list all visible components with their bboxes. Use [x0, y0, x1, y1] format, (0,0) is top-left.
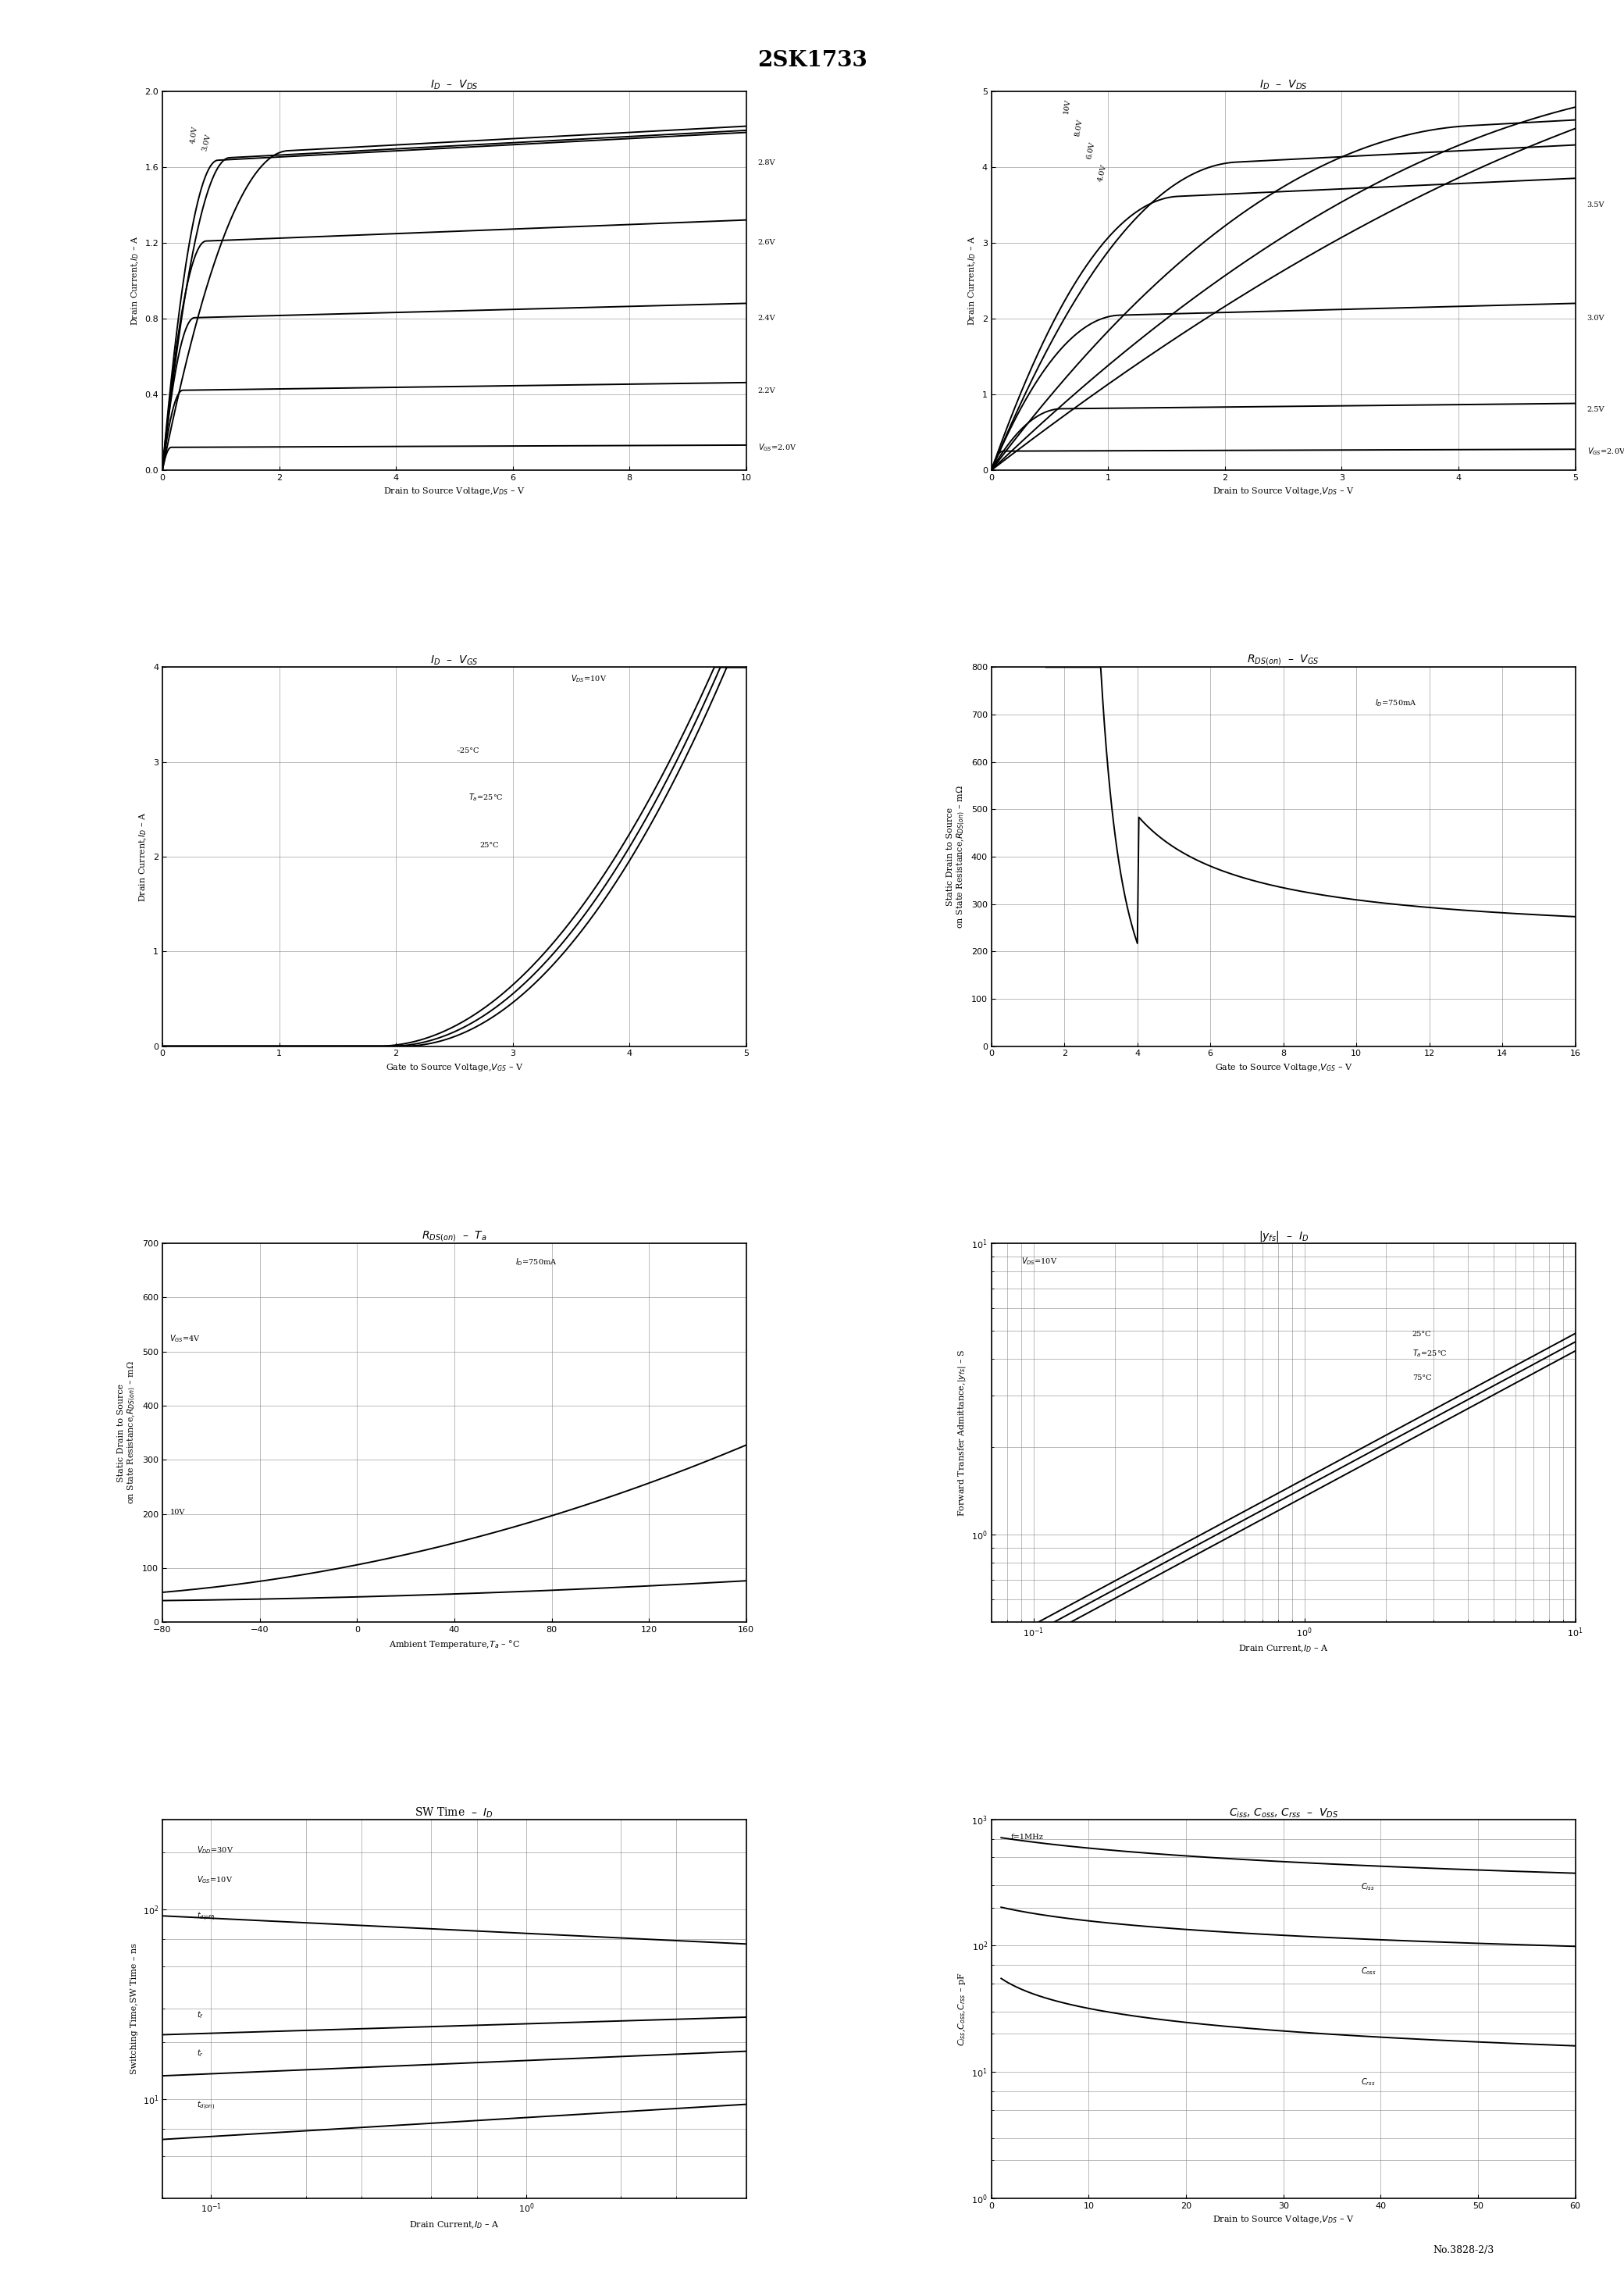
Text: 25°C: 25°C [481, 843, 499, 850]
Title: $C_{iss}$, $C_{oss}$, $C_{rss}$  –  $V_{DS}$: $C_{iss}$, $C_{oss}$, $C_{rss}$ – $V_{DS… [1229, 1806, 1338, 1820]
Text: $C_{iss}$: $C_{iss}$ [1361, 1882, 1376, 1893]
Y-axis label: Switching Time,SW Time – ns: Switching Time,SW Time – ns [130, 1943, 138, 2075]
Text: 25°C: 25°C [1413, 1330, 1431, 1337]
Text: $V_{GS}$=10V: $V_{GS}$=10V [197, 1875, 232, 1884]
Text: $T_a$=25°C: $T_a$=25°C [1413, 1349, 1447, 1360]
Text: $V_{GS}$=2.0V: $V_{GS}$=2.0V [1587, 446, 1624, 456]
Text: $C_{oss}$: $C_{oss}$ [1361, 1966, 1377, 1977]
Text: No.3828-2/3: No.3828-2/3 [1432, 2246, 1494, 2255]
Text: 2.6V: 2.6V [758, 239, 776, 246]
X-axis label: Gate to Source Voltage,$V_{GS}$ – V: Gate to Source Voltage,$V_{GS}$ – V [385, 1062, 523, 1073]
Title: $I_D$  –  $V_{GS}$: $I_D$ – $V_{GS}$ [430, 654, 479, 667]
Text: 3.0V: 3.0V [201, 132, 211, 153]
Text: $I_D$=750mA: $I_D$=750mA [1374, 697, 1416, 708]
Y-axis label: Forward Transfer Admittance,$|y_{fs}|$ – S: Forward Transfer Admittance,$|y_{fs}|$ –… [957, 1349, 968, 1517]
X-axis label: Gate to Source Voltage,$V_{GS}$ – V: Gate to Source Voltage,$V_{GS}$ – V [1215, 1062, 1353, 1073]
Title: SW Time  –  $I_D$: SW Time – $I_D$ [414, 1806, 494, 1820]
Text: $V_{GS}$=2.0V: $V_{GS}$=2.0V [758, 442, 796, 453]
X-axis label: Drain Current,$I_D$ – A: Drain Current,$I_D$ – A [409, 2219, 500, 2230]
Text: 2.4V: 2.4V [758, 314, 776, 321]
Text: $V_{DS}$=10V: $V_{DS}$=10V [1021, 1255, 1057, 1267]
Text: $t_r$: $t_r$ [197, 2048, 203, 2059]
Text: 2.8V: 2.8V [758, 159, 776, 166]
Text: 6.0V: 6.0V [1085, 141, 1096, 159]
Text: $t_f$: $t_f$ [197, 2009, 205, 2021]
Text: 8.0V: 8.0V [1073, 118, 1083, 137]
Title: $I_D$  –  $V_{DS}$: $I_D$ – $V_{DS}$ [1259, 77, 1307, 91]
Text: $V_{GS}$=4V: $V_{GS}$=4V [169, 1333, 201, 1344]
Title: $|y_{fs}|$  –  $I_D$: $|y_{fs}|$ – $I_D$ [1259, 1230, 1309, 1244]
Y-axis label: Static Drain to Source
on State Resistance,$R_{DS(on)}$ – mΩ: Static Drain to Source on State Resistan… [947, 786, 966, 929]
X-axis label: Ambient Temperature,$T_a$ – °C: Ambient Temperature,$T_a$ – °C [388, 1638, 520, 1649]
Text: 4.0V: 4.0V [190, 125, 200, 144]
Text: 2.5V: 2.5V [1587, 405, 1605, 412]
Text: $V_{DS}$=10V: $V_{DS}$=10V [572, 674, 607, 683]
Y-axis label: $C_{iss}$,$C_{oss}$,$C_{rss}$ – pF: $C_{iss}$,$C_{oss}$,$C_{rss}$ – pF [957, 1973, 968, 2046]
Text: 10V: 10V [1062, 98, 1072, 114]
Text: 3.0V: 3.0V [1587, 314, 1605, 321]
Y-axis label: Drain Current,$I_D$ – A: Drain Current,$I_D$ – A [130, 235, 140, 326]
Title: $I_D$  –  $V_{DS}$: $I_D$ – $V_{DS}$ [430, 77, 479, 91]
Text: $I_D$=750mA: $I_D$=750mA [515, 1257, 557, 1269]
Text: 4.0V: 4.0V [1096, 164, 1108, 182]
X-axis label: Drain Current,$I_D$ – A: Drain Current,$I_D$ – A [1237, 1642, 1328, 1654]
X-axis label: Drain to Source Voltage,$V_{DS}$ – V: Drain to Source Voltage,$V_{DS}$ – V [383, 485, 525, 497]
X-axis label: Drain to Source Voltage,$V_{DS}$ – V: Drain to Source Voltage,$V_{DS}$ – V [1213, 485, 1354, 497]
Text: 75°C: 75°C [1413, 1374, 1431, 1380]
Text: $t_{d(off)}$: $t_{d(off)}$ [197, 1911, 216, 1923]
Text: 2.2V: 2.2V [758, 387, 776, 394]
Text: $t_{d(on)}$: $t_{d(on)}$ [197, 2100, 214, 2112]
Y-axis label: Static Drain to Source
on State Resistance,$R_{DS(on)}$ – mΩ: Static Drain to Source on State Resistan… [117, 1360, 138, 1503]
Text: f=1MHz: f=1MHz [1010, 1834, 1044, 1841]
Title: $R_{DS(on)}$  –  $T_a$: $R_{DS(on)}$ – $T_a$ [422, 1230, 487, 1244]
Text: 10V: 10V [169, 1508, 185, 1515]
Text: 3.5V: 3.5V [1587, 200, 1605, 207]
Text: 2SK1733: 2SK1733 [757, 50, 867, 71]
Text: –25°C: –25°C [456, 747, 479, 754]
Title: $R_{DS(on)}$  –  $V_{GS}$: $R_{DS(on)}$ – $V_{GS}$ [1247, 654, 1320, 667]
Y-axis label: Drain Current,$I_D$ – A: Drain Current,$I_D$ – A [138, 811, 149, 902]
Text: $T_a$=25°C: $T_a$=25°C [468, 793, 503, 802]
X-axis label: Drain to Source Voltage,$V_{DS}$ – V: Drain to Source Voltage,$V_{DS}$ – V [1213, 2214, 1354, 2226]
Y-axis label: Drain Current,$I_D$ – A: Drain Current,$I_D$ – A [968, 235, 978, 326]
Text: $C_{rss}$: $C_{rss}$ [1361, 2075, 1376, 2087]
Text: $V_{DD}$=30V: $V_{DD}$=30V [197, 1845, 234, 1857]
